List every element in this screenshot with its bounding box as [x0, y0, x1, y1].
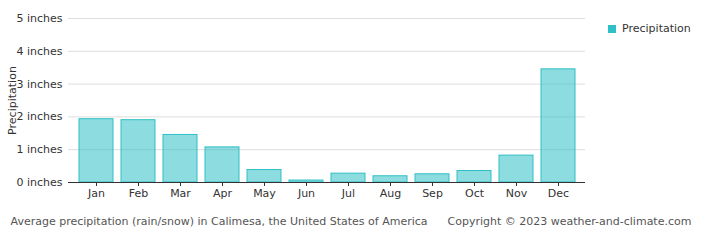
svg-text:2 inches: 2 inches [16, 110, 62, 123]
svg-text:Jun: Jun [297, 187, 315, 200]
svg-text:Sep: Sep [422, 187, 443, 200]
svg-text:Precipitation: Precipitation [6, 66, 19, 135]
svg-text:Aug: Aug [380, 187, 401, 200]
svg-text:4 inches: 4 inches [16, 45, 62, 58]
svg-text:Oct: Oct [465, 187, 485, 200]
svg-text:Mar: Mar [170, 187, 191, 200]
svg-text:Apr: Apr [213, 187, 233, 200]
svg-text:3 inches: 3 inches [16, 78, 62, 91]
svg-text:5 inches: 5 inches [16, 12, 62, 25]
html-text:Average precipitation (rain/sn: Average precipitation (rain/snow) in Cal… [10, 215, 428, 228]
svg-text:Jan: Jan [87, 187, 105, 200]
svg-text:Dec: Dec [548, 187, 569, 200]
svg-text:Feb: Feb [129, 187, 148, 200]
svg-text:Nov: Nov [506, 187, 528, 200]
svg-text:Jul: Jul [341, 187, 355, 200]
svg-text:May: May [253, 187, 276, 200]
svg-text:0 inches: 0 inches [16, 176, 62, 189]
html-text:Copyright © 2023 weather-and-c: Copyright © 2023 weather-and-climate.com [447, 215, 692, 228]
svg-text:1 inches: 1 inches [16, 143, 62, 156]
html-text:Precipitation: Precipitation [622, 22, 691, 35]
